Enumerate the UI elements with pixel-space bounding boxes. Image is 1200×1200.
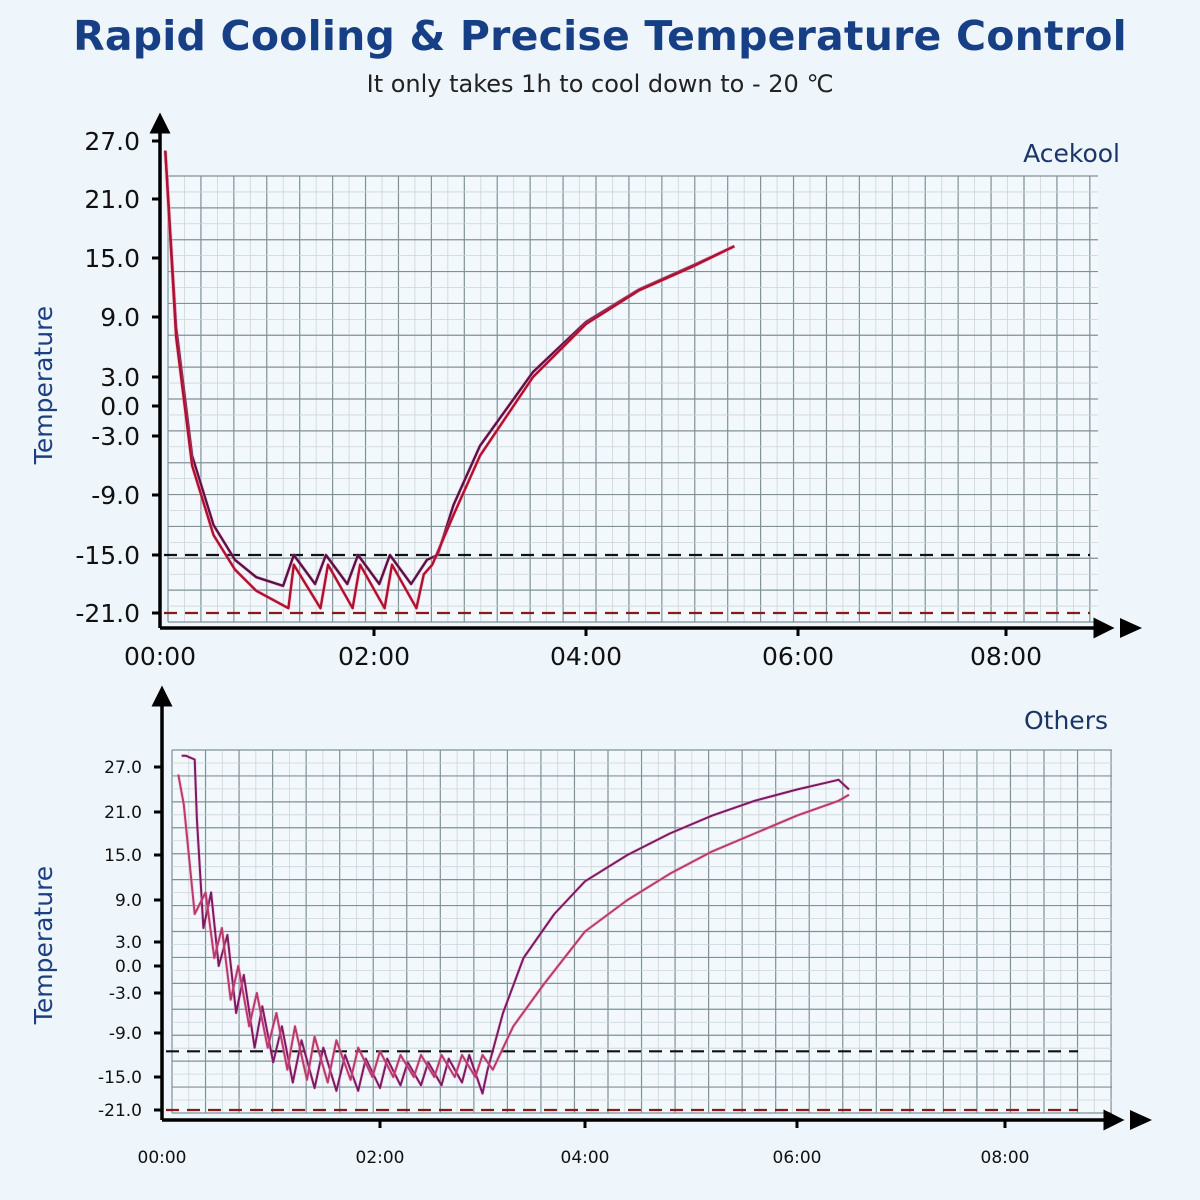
x-tick-label: 04:00 [550,642,622,671]
y-tick-label: -21.0 [98,1101,142,1121]
chart-main-title: Rapid Cooling & Precise Temperature Cont… [73,12,1127,60]
y-tick-label: 9.0 [100,303,140,332]
acekool-y-ticks: 27.0 21.0 15.0 9.0 3.00.0-3.0 -9.0 -15.0 -21.0 [75,127,160,628]
y-tick-label: -3.0 [109,984,142,1004]
y-tick-label: 21.0 [84,185,140,214]
y-tick-label: 15.0 [104,846,142,866]
y-tick-label: 0.0 [115,957,142,977]
x-tick-label: 06:00 [762,642,834,671]
others-series [176,754,851,1096]
x-tick-label: 08:00 [970,642,1042,671]
others-grid [171,749,1112,1114]
acekool-series [163,150,736,611]
y-tick-label: -15.0 [75,541,140,570]
y-tick-label: 21.0 [104,803,142,823]
chart-subtitle: It only takes 1h to cool down to - 20 ℃ [366,70,834,98]
y-tick-label: 3.0 [115,933,142,953]
acekool-chart-title: Acekool [1023,139,1120,168]
x-tick-label: 06:00 [773,1148,822,1168]
x-tick-label: 04:00 [561,1148,610,1168]
others-chart: 27.021.015.09.03.00.0-3.0-9.0-15.0-21.0 … [29,685,1152,1168]
y-tick-label: 27.0 [104,758,142,778]
y-tick-label: 0.0 [100,392,140,421]
y-tick-label: -9.0 [109,1024,142,1044]
y-tick-label: 27.0 [84,127,140,156]
y-tick-label: -21.0 [75,599,140,628]
x-tick-label: 02:00 [338,642,410,671]
others-x-ticks: 00:00 02:00 04:00 06:00 08:00 [138,1120,1030,1168]
y-tick-label: 3.0 [100,363,140,392]
acekool-grid [167,175,1098,623]
y-tick-label: -15.0 [98,1068,142,1088]
y-tick-label: 15.0 [84,244,140,273]
x-axis-arrowhead [1120,618,1142,638]
others-y-axis-title: Temperature [29,866,58,1025]
x-axis-arrowhead [1130,1110,1152,1130]
series-line-trace-b [177,774,850,1084]
y-tick-label: -9.0 [91,481,140,510]
others-y-ticks: 27.0 21.0 15.0 9.0 3.0 0.0 -3.0 -9.0 -15.0 -21.0 [98,758,162,1121]
acekool-y-axis-title: Temperature [29,306,58,465]
series-line-trace-a [181,754,850,1095]
series-line-lower-trace [164,150,735,610]
acekool-chart: 27.021.015.09.03.00.0-3.0-9.0-15.0-21.0 … [29,112,1142,671]
acekool-x-ticks: 00:00 02:00 04:00 06:00 08:00 [124,628,1042,671]
x-tick-label: 00:00 [138,1148,187,1168]
x-tick-label: 00:00 [124,642,196,671]
y-tick-label: -3.0 [91,422,140,451]
acekool-reference-lines [164,553,1090,615]
x-tick-label: 08:00 [981,1148,1030,1168]
series-line-upper-trace [164,150,735,588]
others-chart-title: Others [1024,706,1108,735]
y-tick-label: 9.0 [115,891,142,911]
x-tick-label: 02:00 [356,1148,405,1168]
